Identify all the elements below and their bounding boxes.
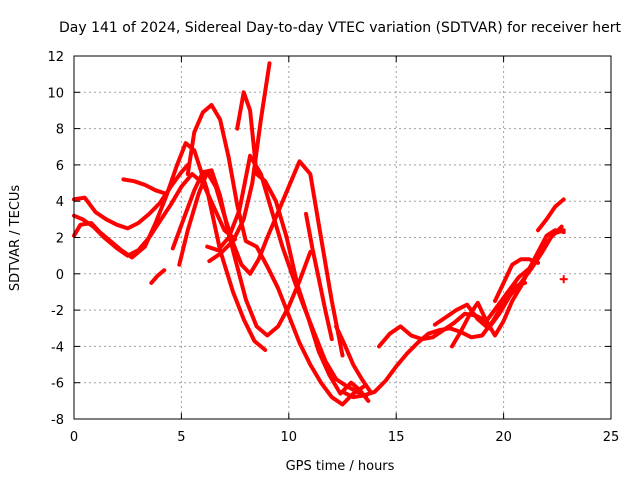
data-series-trace-4: [121, 177, 175, 196]
data-series-trace-6: [170, 168, 313, 338]
data-series-trace-18: [493, 257, 540, 303]
y-tick-label: 12: [47, 50, 64, 65]
x-tick-label: 0: [70, 430, 78, 445]
data-series-trace-8: [185, 103, 366, 407]
data-series-trace-13: [334, 324, 373, 394]
y-tick-label: 4: [56, 195, 64, 210]
data-series-trace-16: [432, 228, 566, 331]
data-series-trace-14: [340, 280, 528, 400]
grid: [74, 56, 611, 419]
y-tick-label: -2: [51, 304, 64, 319]
data-series-trace-17: [450, 228, 566, 349]
data-series-trace-12: [304, 211, 334, 342]
y-tick-label: 10: [47, 86, 64, 101]
chart-title: Day 141 of 2024, Sidereal Day-to-day VTE…: [59, 20, 621, 36]
y-tick-label: -8: [51, 413, 64, 428]
x-tick-label: 10: [281, 430, 298, 445]
data-series-trace-5: [149, 268, 167, 285]
y-tick-label: 0: [56, 268, 64, 283]
x-axis-label: GPS time / hours: [286, 459, 395, 474]
axis-ticks: 0 5 10 15 20 25 -8 -6 -4 -2 0 2 4 6 8 10 12: [47, 50, 619, 445]
data-series-trace-9: [205, 153, 369, 400]
y-tick-label: 6: [56, 159, 64, 174]
x-tick-label: 20: [495, 430, 512, 445]
y-axis-label: SDTVAR / TECUs: [8, 185, 23, 292]
x-tick-label: 15: [388, 430, 405, 445]
y-tick-label: 8: [56, 123, 64, 138]
x-tick-label: 25: [603, 430, 620, 445]
data-series-trace-11: [235, 90, 371, 403]
data-series-trace-15: [377, 224, 564, 349]
y-tick-label: -4: [51, 340, 64, 355]
y-tick-label: -6: [51, 377, 64, 392]
data-series-trace-7: [177, 159, 345, 358]
data-series-trace-1: [72, 162, 190, 231]
y-tick-label: 2: [56, 232, 64, 247]
data-traces: [72, 61, 568, 407]
data-point: [559, 275, 568, 284]
data-series-trace-19: [536, 197, 566, 233]
data-series-trace-10: [207, 61, 272, 264]
x-tick-label: 5: [177, 430, 185, 445]
